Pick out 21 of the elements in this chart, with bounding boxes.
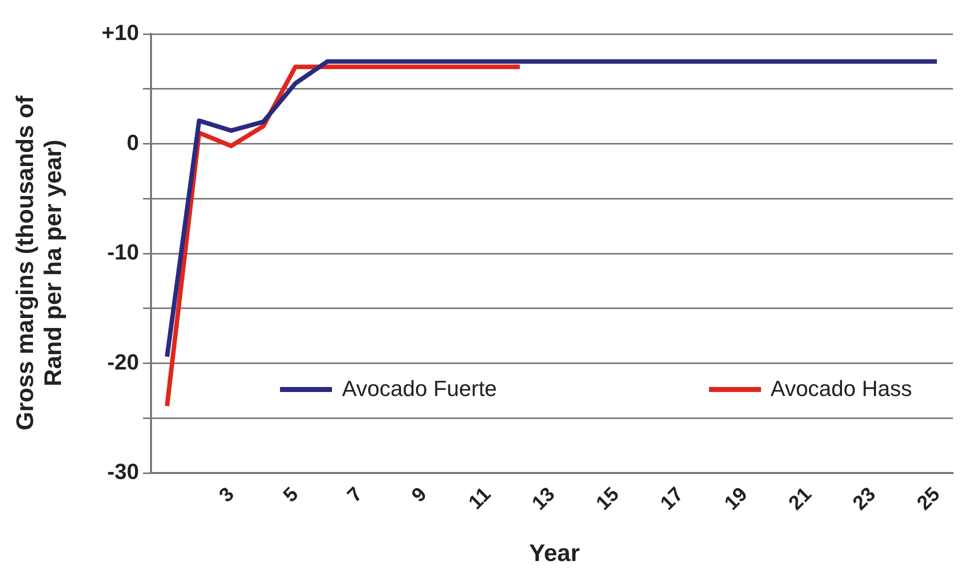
x-tick-label: 15 (592, 483, 624, 515)
y-tick-label: -20 (107, 349, 139, 374)
legend-label: Avocado Fuerte (342, 376, 497, 402)
x-tick-label: 19 (720, 483, 752, 515)
y-tick-label: -10 (107, 240, 139, 265)
x-tick-label: 7 (344, 483, 367, 507)
x-tick-label: 21 (784, 483, 816, 515)
x-tick-label: 5 (279, 483, 303, 507)
y-tick-label: 0 (126, 130, 139, 155)
x-tick-label: 11 (464, 483, 496, 514)
x-tick-label: 23 (848, 483, 880, 515)
y-tick-label: -30 (107, 459, 139, 484)
x-axis-title: Year (528, 540, 581, 568)
x-tick-label: 25 (913, 483, 944, 515)
x-tick-label: 9 (408, 483, 432, 507)
y-tick-label: +10 (102, 20, 139, 46)
legend-label: Avocado Hass (770, 376, 912, 402)
x-tick-label: 13 (528, 483, 560, 515)
x-tick-label: 3 (215, 483, 239, 507)
x-tick-label: 17 (656, 483, 688, 515)
y-axis-title: Gross margins (thousands of Rand per ha per year) (12, 94, 68, 432)
